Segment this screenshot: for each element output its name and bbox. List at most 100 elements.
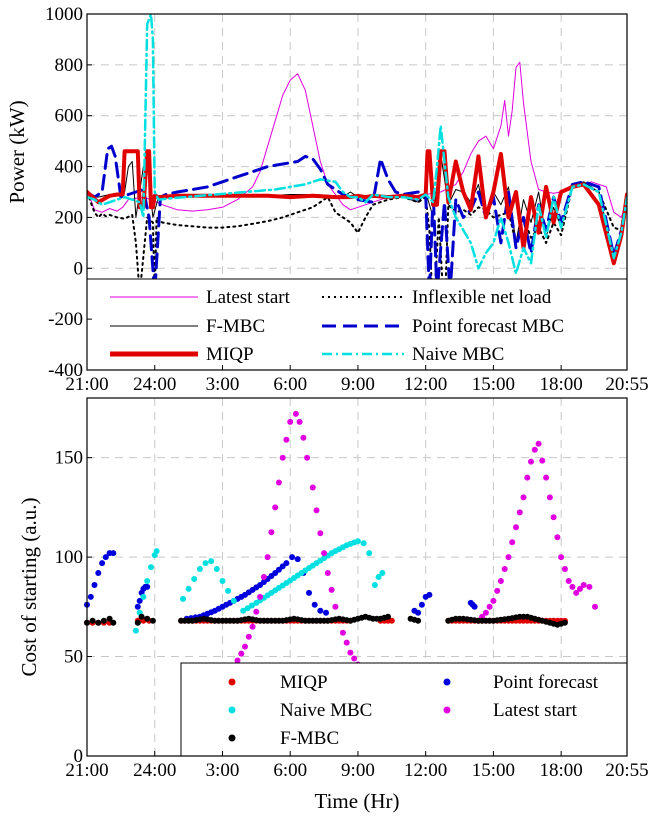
point-f-mbc [106, 615, 113, 622]
y-tick-label: 1000 [45, 4, 83, 25]
point-point-forecast [471, 603, 478, 610]
point-point-forecast [134, 603, 141, 610]
point-point-forecast [426, 591, 433, 598]
y-tick-label: 200 [55, 207, 84, 228]
point-point-forecast [110, 550, 117, 557]
point-latest-start [268, 529, 275, 536]
point-latest-start [505, 554, 512, 561]
y-tick-label: 800 [55, 55, 84, 76]
point-latest-start [313, 507, 320, 514]
x-tick-label: 3:00 [206, 760, 240, 781]
cost-chart-series [84, 410, 598, 674]
cost-chart-frame [86, 397, 628, 757]
cost-chart-legend [180, 662, 628, 757]
point-point-forecast [95, 570, 102, 576]
y-tick-label: 600 [55, 106, 84, 127]
point-latest-start [577, 585, 583, 592]
point-point-forecast [317, 607, 324, 614]
y-tick-label: 100 [55, 547, 84, 568]
point-naive-mbc [360, 540, 367, 547]
point-naive-mbc [185, 585, 192, 592]
point-latest-start [257, 593, 264, 600]
x-tick-label: 24:00 [133, 374, 176, 395]
x-tick-label: 3:00 [206, 374, 240, 395]
legend-label-miqp: MIQP [280, 672, 328, 693]
point-latest-start [516, 509, 523, 516]
point-point-forecast [415, 609, 422, 616]
x-tick-label: 15:00 [472, 760, 515, 781]
point-f-mbc [385, 613, 391, 620]
point-naive-mbc [213, 566, 220, 572]
point-latest-start [304, 454, 311, 461]
point-latest-start [272, 504, 279, 511]
point-naive-mbc [132, 627, 139, 634]
cost-chart-y-label: Cost of starting (a.u.) [17, 497, 41, 676]
point-point-forecast [323, 609, 329, 616]
point-naive-mbc [375, 574, 382, 580]
power-chart-series [87, 14, 627, 321]
point-latest-start [343, 639, 350, 646]
point-naive-mbc [230, 597, 237, 604]
legend-label-naive-mbc: Naive MBC [280, 700, 372, 721]
point-naive-mbc [202, 560, 209, 567]
point-naive-mbc [196, 566, 203, 572]
point-miqp [388, 617, 395, 624]
point-f-mbc [89, 617, 96, 624]
point-point-forecast [418, 601, 425, 608]
point-f-mbc [138, 613, 145, 620]
y-tick-label: 400 [55, 157, 84, 178]
point-latest-start [339, 629, 346, 636]
legend-marker-miqp [228, 678, 236, 686]
legend-label-inflexible-net-load: Inflexible net load [412, 287, 552, 308]
point-latest-start [347, 649, 354, 656]
x-tick-label: 9:00 [341, 760, 375, 781]
point-latest-start [490, 597, 497, 604]
point-latest-start [565, 578, 572, 584]
point-latest-start [296, 418, 303, 425]
point-point-forecast [311, 601, 318, 608]
point-latest-start [328, 586, 335, 593]
point-f-mbc [95, 619, 102, 626]
x-tick-label: 20:55 [605, 374, 648, 395]
series-line-latest-start [87, 61, 627, 218]
point-latest-start [486, 603, 493, 610]
point-latest-start [279, 454, 286, 461]
point-latest-start [524, 474, 531, 481]
power-chart-frame [86, 13, 628, 371]
point-latest-start [253, 608, 260, 615]
point-naive-mbc [219, 578, 226, 584]
point-naive-mbc [240, 607, 247, 614]
point-latest-start [482, 609, 489, 616]
y-tick-label: 0 [74, 746, 84, 767]
x-tick-label: 18:00 [540, 760, 583, 781]
point-latest-start [242, 643, 248, 650]
cost-chart-x-label: Time (Hr) [315, 789, 400, 813]
point-naive-mbc [244, 605, 251, 612]
series-line-naive-mbc [87, 14, 627, 275]
point-naive-mbc [248, 602, 255, 609]
legend-marker-naive-mbc [228, 706, 236, 714]
point-latest-start [332, 603, 339, 610]
point-latest-start [580, 582, 587, 588]
point-latest-start [509, 539, 516, 546]
series-line-f-mbc [87, 153, 627, 257]
x-tick-label: 15:00 [472, 374, 515, 395]
point-latest-start [351, 655, 358, 662]
point-f-mbc [134, 619, 141, 626]
point-naive-mbc [153, 548, 160, 555]
y-tick-label: -400 [48, 360, 83, 381]
point-latest-start [249, 623, 256, 630]
series-line-point-forecast-mbc [87, 144, 627, 296]
legend-label-miqp: MIQP [206, 344, 254, 365]
point-latest-start [569, 583, 576, 590]
point-naive-mbc [180, 595, 186, 602]
point-latest-start [554, 534, 561, 541]
point-latest-start [558, 554, 565, 561]
legend-label-f-mbc: F-MBC [206, 316, 265, 337]
power-chart-y-label: Power (kW) [5, 100, 29, 203]
point-naive-mbc [371, 582, 378, 588]
point-naive-mbc [140, 593, 147, 600]
point-latest-start [287, 418, 294, 425]
